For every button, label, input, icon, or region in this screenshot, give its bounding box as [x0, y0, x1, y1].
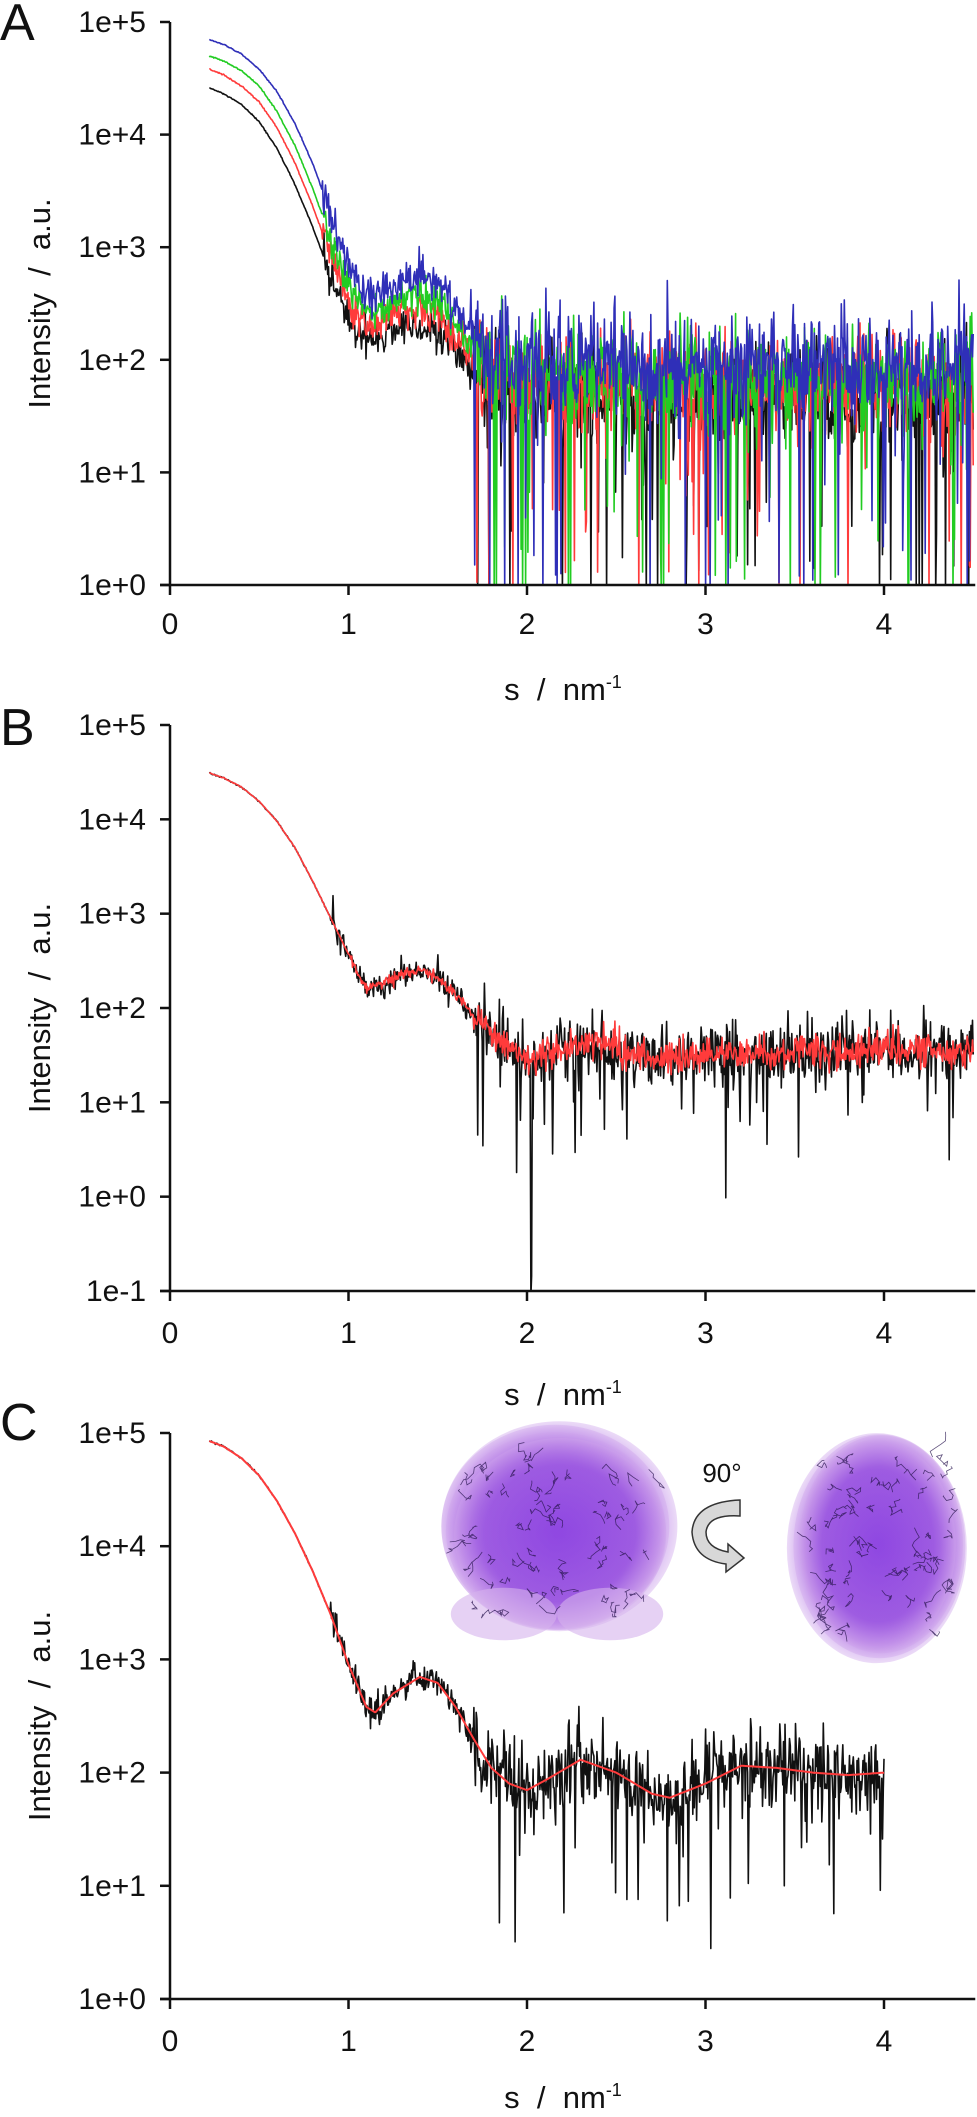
- y-tick-label: 1e+2: [78, 344, 146, 377]
- backbone-trace: [796, 1431, 958, 1642]
- x-tick-label: 0: [162, 2025, 179, 2058]
- y-tick-label: 1e+2: [78, 992, 146, 1025]
- fit-curve: [209, 772, 974, 1077]
- x-tick-label: 3: [697, 2025, 714, 2058]
- y-tick-label: 1e+0: [78, 1181, 146, 1214]
- x-axis-title: s / nm-1: [504, 2080, 622, 2115]
- x-tick-label: 2: [519, 1317, 536, 1350]
- y-tick-label: 1e+0: [78, 1983, 146, 2016]
- panel-letter: C: [0, 1394, 38, 1452]
- x-tick-label: 1: [340, 608, 357, 641]
- y-tick-label: 1e+3: [78, 1643, 146, 1676]
- panel-letter: B: [0, 699, 35, 757]
- x-tick-label: 1: [340, 2025, 357, 2058]
- y-tick-label: 1e+1: [78, 456, 146, 489]
- y-tick-label: 1e+2: [78, 1757, 146, 1790]
- y-tick-label: 1e+5: [78, 1417, 146, 1450]
- panel-a: A 1e+0 1e+1 1e+2 1e+3 1e+4 1e+5 0 1 2 3 4 s / nm-1 In…: [0, 0, 976, 707]
- backbone-trace: [446, 1442, 665, 1619]
- x-tick-label: 2: [519, 2025, 536, 2058]
- x-tick-label: 4: [876, 1317, 893, 1350]
- y-tick-label: 1e+3: [78, 231, 146, 264]
- density-lobe: [450, 1587, 557, 1641]
- data-series-4: [208, 38, 974, 585]
- x-axis-title-superscript: -1: [606, 2080, 622, 2100]
- density-lobe: [557, 1587, 664, 1641]
- x-axis-title-superscript: -1: [606, 672, 622, 692]
- x-axis-title-text: s / nm: [504, 672, 606, 707]
- y-tick-label: 1e+0: [78, 569, 146, 602]
- x-axis-title-superscript: -1: [606, 1377, 622, 1397]
- series-group: [208, 38, 974, 585]
- x-tick-label: 4: [876, 2025, 893, 2058]
- y-tick-label: 1e+4: [78, 803, 146, 836]
- y-axis-title: Intensity / a.u.: [22, 198, 57, 408]
- x-tick-label: 1: [340, 1317, 357, 1350]
- rotation-label: 90°: [702, 1458, 741, 1488]
- x-tick-label: 4: [876, 608, 893, 641]
- x-tick-label: 0: [162, 1317, 179, 1350]
- x-tick-label: 2: [519, 608, 536, 641]
- structure-inset: 90°: [441, 1421, 967, 1664]
- y-tick-label: 1e-1: [86, 1275, 146, 1308]
- x-tick-label: 3: [697, 608, 714, 641]
- density-envelope: [454, 1437, 667, 1630]
- y-tick-label: 1e+4: [78, 119, 146, 152]
- series-group: [208, 771, 974, 1291]
- x-axis-title-text: s / nm: [504, 1377, 606, 1412]
- y-axis-title: Intensity / a.u.: [22, 1611, 57, 1821]
- density-envelope: [799, 1439, 956, 1652]
- series-group: [208, 1440, 885, 1950]
- panel-c: C 1e+0 1e+1 1e+2 1e+3 1e+4 1e+5 0 1 2 3 4 s / nm-1 In…: [0, 1394, 976, 2115]
- x-tick-label: 3: [697, 1317, 714, 1350]
- y-tick-label: 1e+5: [78, 709, 146, 742]
- x-axis-title: s / nm-1: [504, 672, 622, 707]
- y-tick-label: 1e+1: [78, 1086, 146, 1119]
- panel-b: B 1e-1 1e+0 1e+1 1e+2 1e+3 1e+4 1e+5 0 1 2 3 4 s / nm…: [0, 699, 976, 1412]
- y-tick-label: 1e+3: [78, 898, 146, 931]
- panel-letter: A: [0, 0, 35, 52]
- fit-curve: [208, 1440, 885, 1799]
- y-tick-label: 1e+5: [78, 6, 146, 39]
- y-tick-label: 1e+4: [78, 1530, 146, 1563]
- x-tick-label: 0: [162, 608, 179, 641]
- y-axis-title: Intensity / a.u.: [22, 903, 57, 1113]
- molecule-view-front: [441, 1421, 678, 1641]
- molecule-view-side: [786, 1431, 967, 1664]
- y-tick-label: 1e+1: [78, 1870, 146, 1903]
- rotation-arrow-icon: [691, 1499, 746, 1574]
- x-axis-title-text: s / nm: [504, 2080, 606, 2115]
- x-axis-title: s / nm-1: [504, 1377, 622, 1412]
